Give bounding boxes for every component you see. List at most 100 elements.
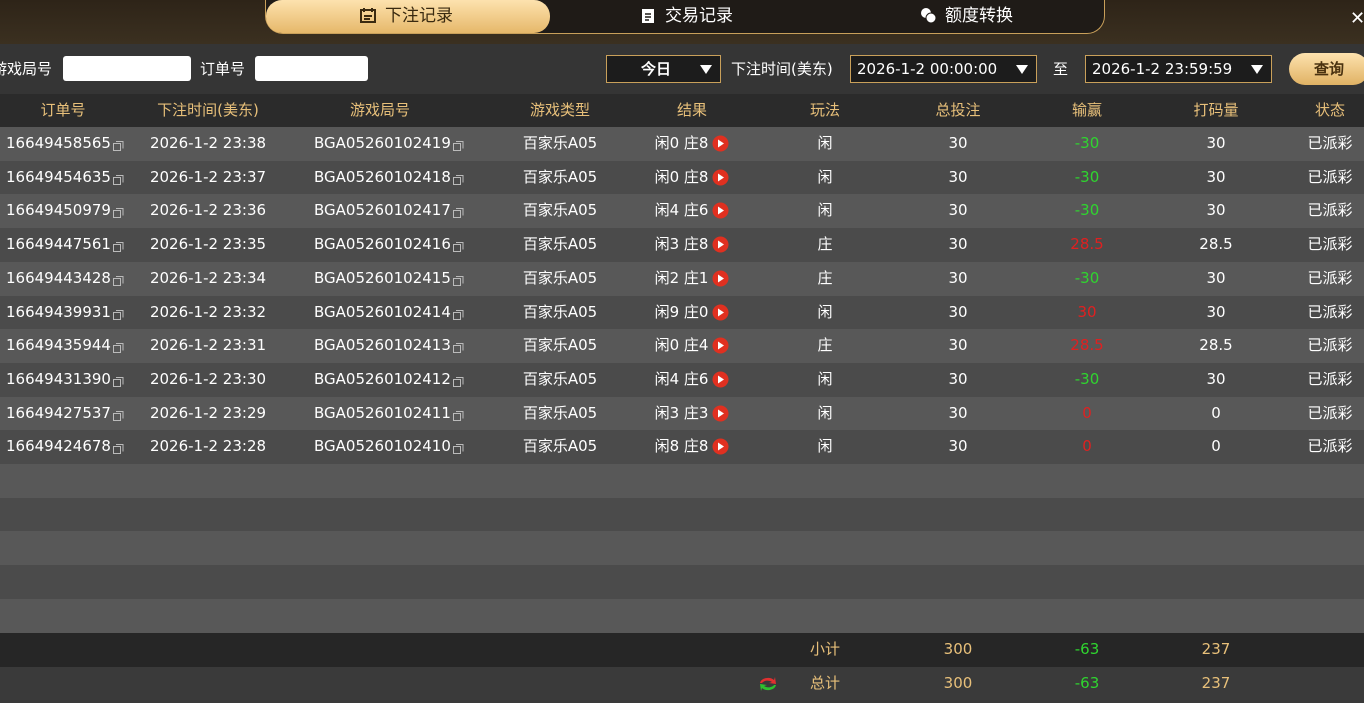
copy-icon[interactable] — [112, 376, 124, 387]
order-input[interactable] — [255, 56, 368, 81]
cell-text: BGA05260102412 — [314, 369, 451, 388]
copy-icon[interactable] — [452, 443, 464, 455]
cell: 百家乐A05 — [480, 329, 640, 362]
copy-icon[interactable] — [112, 309, 124, 320]
refresh-icon[interactable] — [757, 673, 779, 695]
tab-icon — [921, 8, 937, 24]
tab[interactable]: 下注记录 — [266, 0, 546, 33]
cell: 30 — [1136, 161, 1296, 194]
column-header: 结果 — [676, 101, 707, 119]
play-icon[interactable] — [712, 405, 729, 422]
select-value: 今日 — [641, 60, 672, 78]
cell-text: 30 — [948, 437, 968, 456]
cell: 闲0 庄8 — [612, 161, 772, 194]
cell: BGA05260102415 — [314, 262, 464, 295]
copy-icon[interactable] — [452, 309, 464, 320]
cell-text: 闲 — [817, 134, 833, 152]
cell-text: 28.5 — [1199, 336, 1233, 355]
cell: 16649424678 — [6, 430, 124, 463]
close-icon[interactable]: ✕ — [1350, 8, 1364, 29]
copy-icon[interactable] — [112, 241, 124, 253]
copy-icon[interactable] — [112, 410, 124, 421]
play-icon[interactable] — [712, 371, 729, 388]
copy-icon[interactable] — [112, 342, 124, 354]
cell: 已派彩 — [1250, 228, 1364, 261]
copy-icon[interactable] — [112, 140, 124, 151]
copy-icon[interactable] — [452, 241, 464, 253]
cell-text: 30 — [948, 336, 968, 355]
copy-icon[interactable] — [452, 140, 464, 151]
tab-label: 交易记录 — [665, 6, 733, 26]
copy-icon[interactable] — [112, 174, 124, 185]
play-icon[interactable] — [712, 135, 729, 152]
cell: 0 — [1136, 397, 1296, 430]
cell-text: 2026-1-2 23:35 — [149, 235, 267, 254]
cell: 28.5 — [1007, 329, 1167, 362]
copy-icon[interactable] — [452, 410, 464, 421]
cell-text: 闲0 庄8 — [654, 134, 709, 152]
table-row: 16649435944 2026-1-2 23:31 BGA05260102413 百… — [0, 329, 1364, 364]
play-icon[interactable] — [712, 270, 729, 287]
play-icon[interactable] — [712, 236, 729, 253]
round-input[interactable] — [63, 56, 191, 81]
cell: 30 — [1136, 363, 1296, 396]
cell-text: 2026-1-2 23:32 — [149, 302, 267, 321]
cell-text: 闲 — [817, 167, 833, 186]
play-icon[interactable] — [712, 202, 729, 219]
cell: 2026-1-2 23:35 — [128, 228, 288, 261]
tab[interactable]: 交易记录 — [546, 0, 826, 33]
cell: 2026-1-2 23:34 — [128, 262, 288, 295]
copy-icon[interactable] — [452, 275, 464, 286]
cell: 已派彩 — [1250, 329, 1364, 362]
cell: 百家乐A05 — [480, 397, 640, 430]
query-button[interactable]: 查询 — [1289, 53, 1364, 85]
play-icon[interactable] — [712, 337, 729, 354]
cell: 16649439931 — [6, 296, 124, 329]
cell: 已派彩 — [1250, 194, 1364, 227]
cell: 已派彩 — [1250, 262, 1364, 295]
cell: 闲0 庄8 — [612, 127, 772, 160]
cell: 百家乐A05 — [480, 228, 640, 261]
cell: 闲 — [745, 296, 905, 329]
cell: 百家乐A05 — [480, 363, 640, 396]
copy-icon[interactable] — [452, 342, 464, 354]
end-select[interactable]: 2026-1-2 23:59:59 — [1085, 55, 1272, 83]
play-icon[interactable] — [712, 438, 729, 455]
copy-icon[interactable] — [112, 443, 124, 455]
table-row — [0, 497, 1364, 532]
copy-icon[interactable] — [112, 275, 124, 286]
column-header: 打码量 — [1193, 101, 1239, 119]
table-row: 16649454635 2026-1-2 23:37 BGA05260102418 百… — [0, 160, 1364, 195]
table-row: 16649427537 2026-1-2 23:29 BGA05260102411 百… — [0, 396, 1364, 431]
cell: 闲 — [745, 397, 905, 430]
cell-text: 2026-1-2 23:28 — [149, 437, 267, 456]
play-icon[interactable] — [712, 304, 729, 321]
cell: 16649450979 — [6, 194, 124, 227]
cell-text: 0 — [1082, 437, 1092, 456]
cell-text: BGA05260102413 — [314, 336, 451, 355]
cell: -30 — [1007, 363, 1167, 396]
cell-text: 已派彩 — [1307, 403, 1353, 422]
cell-text: 已派彩 — [1307, 336, 1353, 355]
label: 至 — [1053, 60, 1069, 78]
cell-text: 闲2 庄1 — [654, 268, 709, 287]
play-icon[interactable] — [712, 169, 729, 186]
column-header: 输赢 — [1071, 101, 1102, 119]
cell: -30 — [1007, 262, 1167, 295]
cell: BGA05260102418 — [314, 161, 464, 194]
copy-icon[interactable] — [452, 376, 464, 387]
cell-text: 30 — [948, 235, 968, 254]
cell-text: 闲4 庄6 — [654, 201, 709, 220]
copy-icon[interactable] — [112, 207, 124, 219]
tab[interactable]: 额度转换 — [826, 0, 1106, 33]
period-select[interactable]: 今日 — [606, 55, 721, 83]
cell: 30 — [878, 329, 1038, 362]
copy-icon[interactable] — [452, 174, 464, 185]
select-value: 2026-1-2 23:59:59 — [1092, 60, 1233, 78]
cell-text: 已派彩 — [1307, 134, 1353, 152]
start-select[interactable]: 2026-1-2 00:00:00 — [850, 55, 1037, 83]
copy-icon[interactable] — [452, 207, 464, 219]
cell-text: BGA05260102417 — [314, 201, 451, 220]
cell: 2026-1-2 23:37 — [128, 161, 288, 194]
